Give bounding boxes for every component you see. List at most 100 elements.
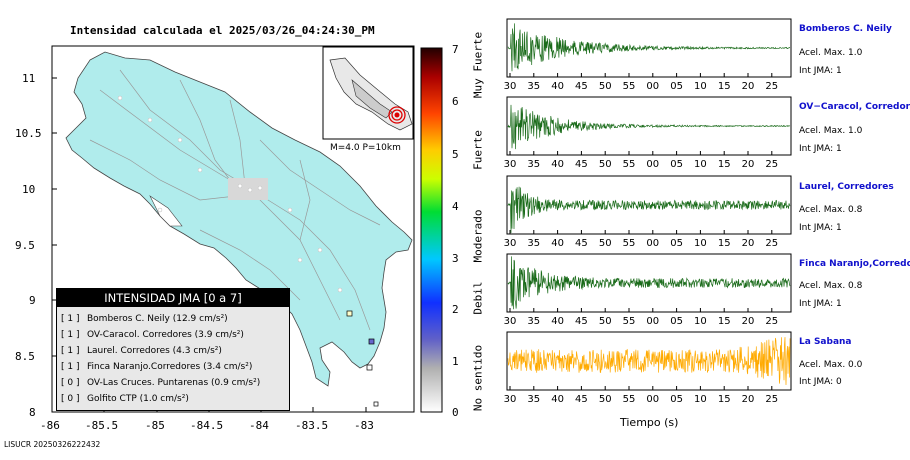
waveform-tick-label: 55 xyxy=(623,159,636,170)
y-tick: 10.5 xyxy=(15,127,42,140)
x-tick: -83.5 xyxy=(295,419,329,432)
x-tick: -85 xyxy=(145,419,165,432)
waveform-tick-label: 35 xyxy=(527,238,540,249)
waveform-tick-label: 00 xyxy=(646,81,659,92)
waveform-frame xyxy=(506,18,792,78)
colorbar-tick: 4 xyxy=(452,200,459,213)
station-name: OV−Caracol, Corredores xyxy=(799,102,910,112)
colorbar-tick: 7 xyxy=(452,43,459,56)
time-axis-label: Tiempo (s) xyxy=(620,416,679,429)
station-accel: Acel. Max. 0.8 xyxy=(799,205,863,215)
waveform-trace xyxy=(507,256,791,310)
waveform-tick-label: 55 xyxy=(623,394,636,405)
waveform-tick-label: 50 xyxy=(599,159,612,170)
station-accel: Acel. Max. 1.0 xyxy=(799,48,863,58)
waveform-tick-label: 05 xyxy=(670,394,683,405)
legend-header: INTENSIDAD JMA [0 a 7] xyxy=(57,289,289,307)
waveform-trace xyxy=(507,186,791,234)
waveform-tick-label: 45 xyxy=(575,238,588,249)
waveform-tick-label: 40 xyxy=(551,394,564,405)
x-tick: -84 xyxy=(249,419,269,432)
station-jma: Int JMA: 1 xyxy=(799,144,842,154)
waveform-tick-label: 40 xyxy=(551,238,564,249)
waveform-tick-label: 55 xyxy=(623,81,636,92)
legend-level: [ 1 ] xyxy=(61,362,80,372)
y-tick: 11 xyxy=(22,72,36,85)
waveform-panels: 30 35 40 45 50 55 00 05 10 15 20 25 30 35 40 45 50 55 00 05… xyxy=(504,18,792,405)
y-tick: 9.5 xyxy=(15,239,35,252)
legend-station: Golfito CTP (1.0 cm/s²) xyxy=(87,394,189,404)
waveform-tick-label: 10 xyxy=(694,238,707,249)
waveform-trace xyxy=(507,104,791,150)
station-accel: Acel. Max. 0.8 xyxy=(799,281,863,291)
waveform-tick-label: 00 xyxy=(646,159,659,170)
waveform-tick-label: 20 xyxy=(742,159,755,170)
station-jma: Int JMA: 0 xyxy=(799,377,842,387)
waveform-tick-label: 00 xyxy=(646,316,659,327)
waveform-tick-label: 25 xyxy=(765,316,778,327)
legend-row: [ 1 ] Bomberos C. Neily (12.9 cm/s²) xyxy=(57,311,289,327)
waveform-tick-label: 30 xyxy=(504,159,517,170)
waveform-tick-label: 10 xyxy=(694,394,707,405)
waveform-trace xyxy=(507,23,791,72)
waveform-tick-label: 40 xyxy=(551,81,564,92)
legend-station: Bomberos C. Neily (12.9 cm/s²) xyxy=(87,314,228,324)
map-title: Intensidad calculada el 2025/03/26_04:24… xyxy=(70,24,375,37)
legend-row: [ 0 ] Golfito CTP (1.0 cm/s²) xyxy=(57,391,289,407)
epicenter-icon xyxy=(388,106,406,124)
waveform-tick-label: 55 xyxy=(623,316,636,327)
colorbar-tick: 5 xyxy=(452,148,459,161)
colorbar-tick: 1 xyxy=(452,355,459,368)
waveform-trace xyxy=(507,337,791,386)
waveform-tick-label: 25 xyxy=(765,238,778,249)
gulf-of-nicoya xyxy=(149,195,183,227)
waveform-tick-label: 50 xyxy=(599,316,612,327)
waveform-tick-label: 50 xyxy=(599,238,612,249)
legend-station: Finca Naranjo.Corredores (3.4 cm/s²) xyxy=(87,362,253,372)
waveform-tick-label: 20 xyxy=(742,394,755,405)
waveform-tick-label: 20 xyxy=(742,238,755,249)
jma-colorbar xyxy=(420,47,443,413)
colorbar-tick: 2 xyxy=(452,303,459,316)
station-markers xyxy=(346,310,379,407)
y-tick: 8.5 xyxy=(15,350,35,363)
legend-level: [ 0 ] xyxy=(61,394,80,404)
y-tick: 9 xyxy=(29,294,36,307)
footer-id: LISUCR 20250326222432 xyxy=(4,440,101,449)
legend-level: [ 1 ] xyxy=(61,314,80,324)
inset-label: M=4.0 P=10km xyxy=(330,143,401,153)
waveform-tick-label: 40 xyxy=(551,159,564,170)
waveform-tick-label: 15 xyxy=(718,316,731,327)
station-name: Finca Naranjo,Corredores xyxy=(799,259,910,269)
waveform-tick-label: 35 xyxy=(527,81,540,92)
x-tick: -86 xyxy=(40,419,60,432)
waveform-tick-label: 40 xyxy=(551,316,564,327)
waveform-tick-label: 15 xyxy=(718,159,731,170)
city-markers xyxy=(117,95,343,293)
waveform-tick-label: 35 xyxy=(527,394,540,405)
waveform-tick-label: 20 xyxy=(742,316,755,327)
waveform-tick-label: 25 xyxy=(765,394,778,405)
waveform-tick-label: 10 xyxy=(694,316,707,327)
legend-level: [ 1 ] xyxy=(61,346,80,356)
waveform-tick-label: 05 xyxy=(670,238,683,249)
legend-station: OV-Las Cruces. Puntarenas (0.9 cm/s²) xyxy=(87,378,261,388)
waveform-tick-label: 25 xyxy=(765,81,778,92)
legend-row: [ 0 ] OV-Las Cruces. Puntarenas (0.9 cm/s… xyxy=(57,375,289,391)
waveform-tick-label: 00 xyxy=(646,394,659,405)
waveform-tick-label: 25 xyxy=(765,159,778,170)
waveform-tick-label: 30 xyxy=(504,238,517,249)
station-accel: Acel. Max. 1.0 xyxy=(799,126,863,136)
waveform-tick-label: 45 xyxy=(575,159,588,170)
y-tick: 8 xyxy=(29,406,36,419)
waveform-tick-label: 15 xyxy=(718,238,731,249)
station-name: La Sabana xyxy=(799,337,852,347)
colorbar-tick: 6 xyxy=(452,95,459,108)
waveform-tick-label: 45 xyxy=(575,316,588,327)
waveform-tick-label: 05 xyxy=(670,81,683,92)
station-accel: Acel. Max. 0.0 xyxy=(799,360,863,370)
station-jma: Int JMA: 1 xyxy=(799,66,842,76)
waveform-tick-label: 30 xyxy=(504,81,517,92)
legend-station: OV-Caracol. Corredores (3.9 cm/s²) xyxy=(87,330,244,340)
colorbar-tick: 0 xyxy=(452,406,459,419)
